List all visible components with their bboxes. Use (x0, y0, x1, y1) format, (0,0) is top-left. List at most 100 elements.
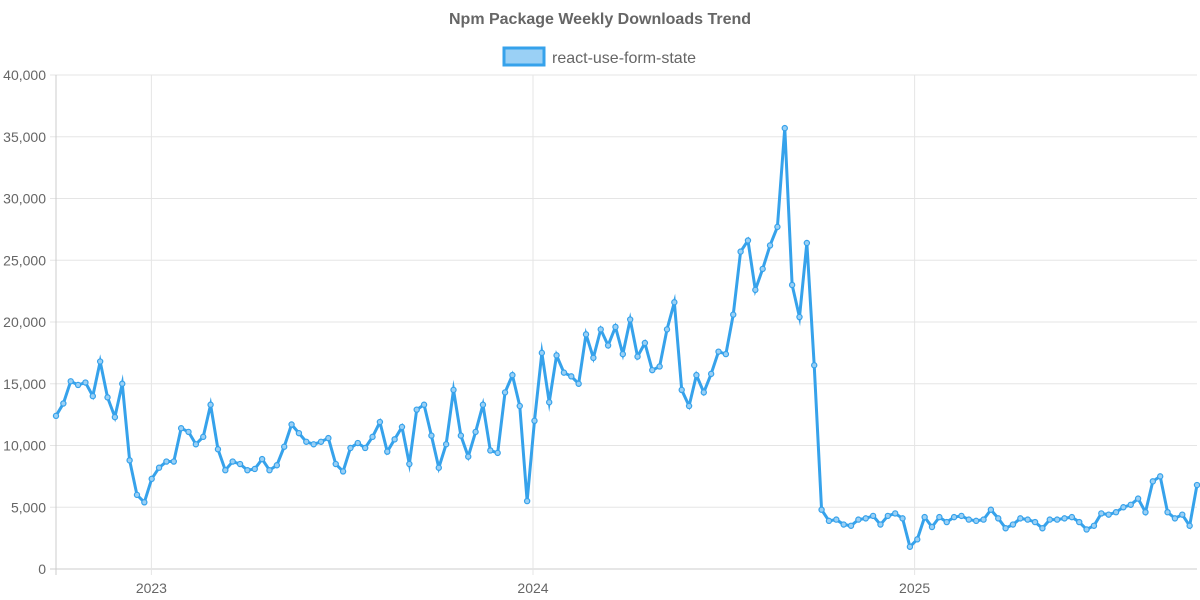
data-point[interactable] (413, 406, 420, 413)
data-point[interactable] (325, 434, 332, 442)
data-point[interactable] (192, 441, 200, 448)
data-point[interactable] (634, 353, 641, 360)
data-point[interactable] (833, 516, 840, 523)
data-point[interactable] (759, 265, 766, 273)
data-point[interactable] (398, 423, 406, 431)
data-point[interactable] (236, 460, 244, 468)
data-point[interactable] (656, 363, 663, 370)
data-point[interactable] (457, 432, 465, 439)
data-point[interactable] (60, 400, 67, 407)
data-point[interactable] (332, 460, 339, 468)
data-point[interactable] (936, 513, 943, 521)
data-point[interactable] (406, 460, 413, 468)
data-point[interactable] (1017, 515, 1024, 522)
data-point[interactable] (501, 389, 509, 396)
data-point[interactable] (1156, 473, 1164, 480)
data-point[interactable] (384, 448, 391, 455)
data-point[interactable] (104, 394, 111, 401)
data-point[interactable] (597, 326, 604, 333)
data-point[interactable] (1039, 525, 1046, 532)
legend-swatch[interactable] (502, 46, 546, 67)
data-point[interactable] (972, 517, 980, 525)
data-point[interactable] (74, 381, 82, 389)
data-point[interactable] (884, 512, 892, 520)
data-point[interactable] (310, 441, 317, 448)
data-point[interactable] (590, 354, 597, 362)
data-point[interactable] (781, 124, 788, 132)
data-point[interactable] (619, 350, 627, 358)
data-point[interactable] (244, 467, 251, 474)
data-point[interactable] (1105, 511, 1112, 518)
data-point[interactable] (1193, 481, 1200, 489)
data-point[interactable] (546, 399, 553, 406)
data-point[interactable] (111, 413, 119, 421)
data-point[interactable] (391, 436, 398, 443)
legend-label[interactable]: react-use-form-state (552, 50, 696, 67)
data-point[interactable] (965, 516, 973, 523)
data-point[interactable] (119, 380, 126, 387)
data-point[interactable] (1068, 513, 1076, 521)
data-point[interactable] (251, 465, 258, 473)
data-point[interactable] (914, 536, 921, 543)
data-point[interactable] (1149, 478, 1157, 485)
data-point[interactable] (200, 433, 207, 441)
data-point[interactable] (163, 458, 170, 465)
data-point[interactable] (1098, 510, 1105, 517)
data-point[interactable] (1164, 508, 1171, 516)
data-point[interactable] (803, 239, 811, 247)
data-point[interactable] (465, 453, 472, 460)
data-point[interactable] (1024, 516, 1031, 523)
data-point[interactable] (354, 439, 362, 447)
data-point[interactable] (1134, 495, 1142, 502)
data-point[interactable] (369, 433, 376, 441)
data-point[interactable] (649, 366, 656, 374)
data-point[interactable] (796, 313, 803, 321)
data-point[interactable] (1083, 526, 1090, 533)
data-point[interactable] (950, 513, 958, 521)
data-point[interactable] (722, 350, 730, 358)
data-point[interactable] (420, 401, 428, 408)
data-point[interactable] (376, 418, 384, 426)
data-point[interactable] (811, 362, 818, 369)
data-point[interactable] (560, 369, 568, 376)
data-point[interactable] (479, 401, 487, 408)
data-point[interactable] (339, 468, 347, 475)
data-point[interactable] (96, 358, 104, 365)
data-point[interactable] (774, 223, 781, 231)
data-point[interactable] (1046, 516, 1053, 523)
data-point[interactable] (995, 515, 1002, 522)
data-point[interactable] (737, 248, 744, 255)
data-point[interactable] (1061, 515, 1068, 522)
data-point[interactable] (869, 512, 877, 520)
data-point[interactable] (1002, 525, 1009, 532)
data-point[interactable] (678, 386, 685, 394)
data-point[interactable] (347, 444, 354, 452)
data-point[interactable] (52, 412, 60, 420)
data-point[interactable] (472, 428, 479, 436)
data-point[interactable] (133, 491, 141, 499)
data-point[interactable] (222, 467, 229, 474)
data-point[interactable] (840, 521, 847, 528)
data-point[interactable] (825, 517, 833, 525)
data-point[interactable] (575, 380, 582, 387)
data-point[interactable] (207, 401, 214, 408)
data-point[interactable] (928, 523, 936, 531)
data-point[interactable] (281, 443, 288, 450)
data-point[interactable] (766, 242, 774, 249)
data-point[interactable] (788, 281, 796, 289)
data-point[interactable] (303, 438, 310, 445)
data-point[interactable] (899, 515, 906, 522)
data-point[interactable] (921, 513, 928, 521)
data-point[interactable] (612, 323, 619, 331)
data-point[interactable] (700, 389, 707, 396)
data-point[interactable] (229, 458, 236, 465)
data-point[interactable] (266, 467, 273, 474)
data-point[interactable] (987, 506, 995, 513)
data-point[interactable] (82, 379, 89, 386)
data-point[interactable] (487, 447, 494, 454)
data-point[interactable] (1053, 516, 1061, 523)
data-point[interactable] (1031, 518, 1039, 526)
data-point[interactable] (435, 464, 442, 471)
data-point[interactable] (1142, 508, 1149, 516)
data-point[interactable] (693, 371, 700, 379)
